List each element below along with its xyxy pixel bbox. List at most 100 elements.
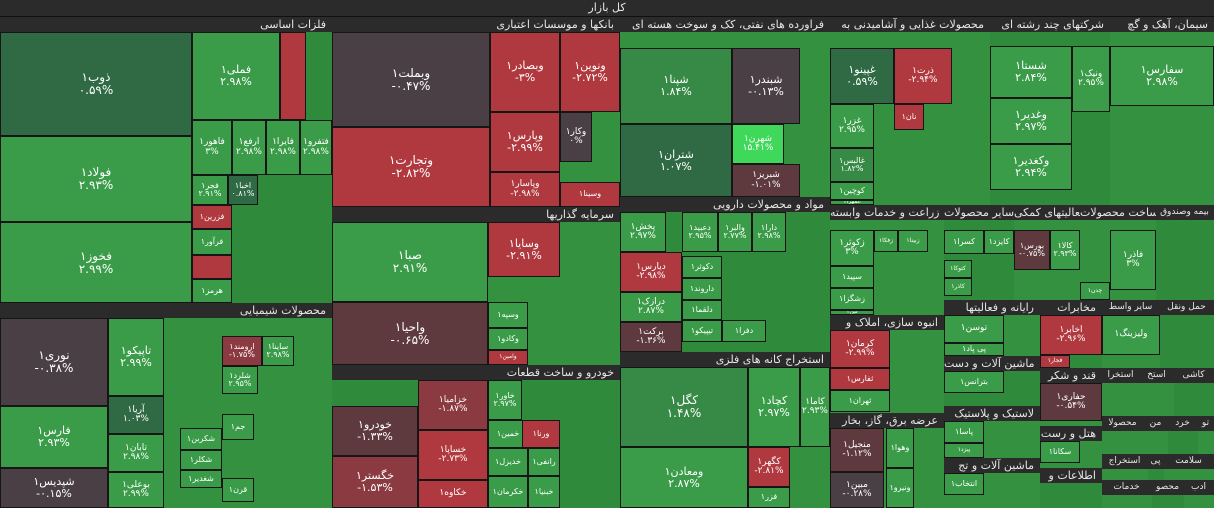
treemap-cell[interactable]: فارس۱ ۲.۹۳% [0,406,108,468]
treemap-cell[interactable]: خاور۱ ۲.۹۷% [488,380,522,420]
treemap-cell[interactable]: جم۱ [222,414,254,440]
treemap-cell[interactable]: شپدیس۱ -۰.۱۵% [0,468,108,508]
treemap-cell[interactable]: شبریز۱ -۱.۰۱% [732,164,800,197]
treemap-cell[interactable]: ثهران۱ [830,390,890,412]
treemap-sector[interactable]: شرکتهای چند رشته ای شستا۱ ۲.۸۴% وغدیر۱ ۲.۹۷%… [990,17,1110,205]
treemap-cell[interactable]: شستا۱ ۲.۸۴% [990,46,1072,98]
treemap-cell[interactable]: کگل۱ ۱.۴۸% [620,367,748,447]
treemap-cell[interactable]: فرآور۱ [192,229,232,255]
treemap-sector[interactable]: لاستیک و پلاستیک پاسا۱ پیزد۱ [944,406,1040,458]
treemap-cell[interactable]: وکغدیر۱ ۲.۹۴% [990,144,1072,190]
treemap-sector[interactable]: حمل ونقل [1160,300,1214,368]
treemap-cell[interactable]: ثفارس۱ [830,368,890,390]
treemap-cell[interactable]: فجر۱ ۲.۹۱% [192,175,228,205]
treemap-sector[interactable]: سیمان، آهک و گچ سفارس۱ ۲.۹۸% [1110,17,1214,205]
treemap-cell[interactable]: شتران۱ ۱.۰۷% [620,124,732,197]
treemap-cell[interactable]: ذوب۱ ۰.۵۹% [0,32,192,136]
treemap-cell[interactable]: خبنیا۱ [528,476,560,508]
treemap-sector[interactable]: مواد و محصولات دارویی پخش۱ ۲.۹۷% دعبید۱ ۲.۹۵… [620,197,830,352]
treemap-cell[interactable]: ومعادن۱ ۲.۸۷% [620,447,748,508]
treemap-cell[interactable]: زکوثر۱ ۳% [830,230,874,266]
treemap-cell[interactable]: وغدیر۱ ۲.۹۷% [990,98,1072,144]
treemap-sector[interactable]: خودرو و ساخت قطعات خودرو۱ -۱.۳۳% خگستر۱ -۱.۵… [332,365,620,508]
treemap-cell[interactable]: پی پاد۱ [944,343,1004,356]
treemap-sector[interactable]: فراورده های نفتی، کک و سوخت هسته ای شپنا۱… [620,17,830,197]
treemap-cell[interactable]: شکربن۱ [180,428,222,450]
treemap-sector[interactable]: بانکها و موسسات اعتباری وبملت۱ -۰.۴۷% وتجار… [332,17,620,207]
treemap-cell[interactable]: چدن۱ [1080,282,1110,300]
treemap-cell[interactable]: دیارس۱ -۲.۹۸% [620,252,682,292]
treemap-sector[interactable]: رایانه و فعالیتها توسن۱ پی پاد۱ [944,300,1040,356]
treemap-cell[interactable]: شکلر۱ [180,450,222,470]
treemap-cell[interactable]: بترانس۱ [944,371,1004,393]
treemap-cell[interactable]: خدیزل۱ [488,448,528,476]
treemap-cell[interactable]: هرمز۱ [192,279,232,303]
treemap-cell[interactable]: پاسا۱ [944,421,984,443]
treemap-cell[interactable]: سفارس۱ ۲.۹۸% [1110,46,1214,106]
treemap-cell[interactable]: نان۱ [894,104,924,130]
treemap-cell[interactable]: کرمان۱ -۲.۹۹% [830,330,890,368]
treemap-cell[interactable]: داروند۱ [682,278,722,300]
treemap-sector[interactable]: زراعت و خدمات وابسته زکوثر۱ ۳% زفکا۱ زبینا۱ س… [830,205,944,315]
treemap-sector[interactable]: ماشین آلات و تج انتخاب۱ [944,458,1040,508]
treemap-cell[interactable]: وبملت۱ -۰.۴۷% [332,32,490,127]
treemap-cell[interactable]: وسایا۱ -۲.۹۱% [488,222,560,277]
treemap-cell[interactable]: کالا۱ ۲.۹۳% [1050,230,1080,270]
treemap-cell[interactable]: کتوکا۱ [944,260,972,278]
treemap-sector[interactable]: من [1144,416,1168,454]
treemap-cell[interactable]: فولاد۱ ۲.۹۳% [0,136,192,222]
treemap-sector[interactable]: بیمه وصندوق [1156,205,1214,300]
treemap-sector[interactable]: مخابرات اخابر۱ -۲.۹۶% فجار۱ [1040,300,1102,368]
treemap-cell[interactable]: والبر۱ ۲.۷۷% [718,212,752,252]
treemap-cell[interactable]: فملی۱ ۲.۹۸% [192,32,280,120]
treemap-cell[interactable]: وپاسار۱ -۲.۹۸% [490,172,560,207]
treemap-cell[interactable]: وتجارت۱ -۲.۸۲% [332,127,490,207]
treemap-sector[interactable]: هتل و رست سکانا۱ [1040,426,1102,468]
treemap-cell[interactable]: تابان۱ ۲.۹۸% [108,434,164,472]
treemap-cell[interactable]: کاذر۱ [944,278,972,296]
treemap-cell[interactable]: ذرت۱ -۲.۹۴% [894,48,952,104]
treemap-sector[interactable]: تو [1198,416,1214,454]
treemap-cell[interactable]: کوچین۱ [830,182,874,200]
treemap-cell[interactable]: خزامیا۱ -۱.۸۷% [418,380,488,430]
treemap-cell[interactable]: خکرمان۱ [488,476,528,508]
treemap-sector[interactable]: ماشین آلات و دست بترانس۱ [944,356,1040,406]
treemap-cell[interactable]: غالبس۱ ۱.۸۲% [830,148,874,182]
treemap-cell[interactable]: کسرا۱ [944,230,984,254]
treemap-sector[interactable]: خرد [1168,416,1198,454]
treemap-cell[interactable]: وبصادر۱ -۳% [490,32,560,112]
treemap-cell[interactable]: ولیزینگ۱ [1102,315,1160,355]
treemap-cell[interactable]: وهوا۱ [886,428,914,468]
treemap-cell[interactable]: ونیک۱ ۲.۹۵% [1072,46,1110,112]
treemap-cell[interactable]: فجار۱ [1040,355,1070,368]
treemap-cell[interactable]: قرن۱ [222,478,254,502]
treemap-cell[interactable]: سکانا۱ [1040,441,1080,463]
treemap-cell[interactable]: ساینا۱ ۲.۹۸% [262,336,294,366]
treemap-cell[interactable]: ورنا۱ [522,420,560,448]
treemap-cell[interactable]: دفرا۱ [722,320,766,342]
treemap-cell[interactable]: نوری۱ -۰.۳۸% [0,318,108,406]
treemap-cell[interactable]: کچاد۱ ۲.۹۷% [748,367,800,447]
treemap-sector[interactable]: فعالیتهای کمکی بورس۱ -۰.۷۵% کالا۱ ۲.۹۳% [1014,205,1080,300]
treemap-cell[interactable]: شغدیر۱ [180,470,222,488]
treemap-cell[interactable]: بوعلی۱ ۲.۹۹% [108,472,164,508]
treemap-cell[interactable]: درازک۱ ۲.۸۷% [620,292,682,322]
treemap-sector[interactable]: استخراج [1102,454,1148,480]
treemap-cell[interactable]: انتخاب۱ [944,473,984,495]
treemap-sector[interactable]: فلزات اساسی ذوب۱ ۰.۵۹% فولاد۱ ۲.۹۳% فخوز۱ ۲.۹۹… [0,17,332,303]
treemap-cell[interactable]: دلقما۱ [682,300,722,320]
treemap-sector[interactable]: خدمات [1102,480,1152,508]
treemap-cell[interactable]: غمهرا۱ [830,200,874,205]
treemap-cell[interactable]: رانفی۱ [528,448,560,476]
treemap-cell[interactable]: وکادو۱ [488,328,528,350]
treemap-sector[interactable]: سرمایه گذاریها صبا۱ ۲.۹۱% واحیا۱ -۰.۶۵% وسایا… [332,207,620,365]
treemap-cell[interactable]: فزرین۱ [192,205,232,229]
treemap-cell[interactable]: اخبا۱ ۰.۸۱% [228,175,258,205]
treemap-cell[interactable]: ارومند۱ -۱.۷۵% [222,336,262,366]
treemap-cell[interactable]: فتفرو۱ ۲.۹۸% [300,120,332,175]
treemap-cell[interactable]: فاذر۱ ۳% [1110,230,1156,290]
treemap-cell[interactable]: غپینو۱ ۰.۵۹% [830,48,894,104]
treemap-sector[interactable]: اطلاعات و [1040,468,1102,508]
treemap-cell[interactable]: ارفع۱ ۲.۹۸% [232,120,266,175]
treemap-sector[interactable]: قند و شکر حفاری۱ -۰.۵۴% [1040,368,1102,426]
